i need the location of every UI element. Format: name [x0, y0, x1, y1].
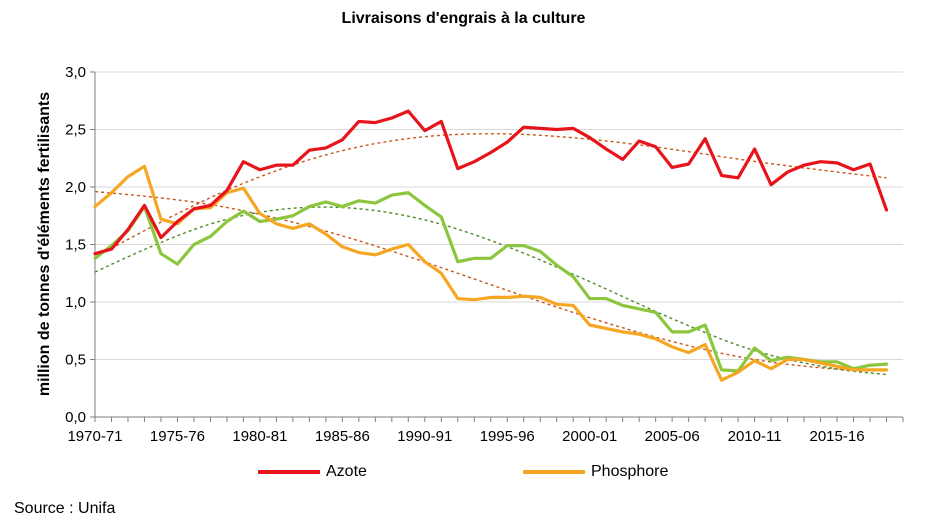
x-tick-label: 1985-86 — [315, 428, 370, 445]
x-tick-label: 2010-11 — [728, 428, 782, 445]
trendline — [94, 206, 887, 376]
x-tick-label: 2000-01 — [562, 428, 617, 445]
y-tick-label: 1,5 — [65, 237, 86, 254]
y-tick-label: 0,0 — [65, 409, 86, 426]
source-note: Source : Unifa — [14, 500, 116, 517]
y-tick-label: 3,0 — [65, 64, 86, 81]
tick-labels: 0,0 0,5 1,0 1,5 2,0 2,5 3,0 1970-71 1975-76 1980-… — [65, 64, 864, 445]
x-tick-label: 1995-96 — [480, 428, 535, 445]
trendline — [94, 190, 887, 372]
legend-item-phosphore: Phosphore — [523, 462, 668, 482]
gridlines — [95, 71, 903, 360]
trendlines — [94, 133, 887, 376]
y-tick-label: 0,5 — [65, 352, 86, 369]
legend-label-phosphore: Phosphore — [591, 463, 669, 480]
series-line — [93, 191, 889, 373]
legend-item-azote: Azote — [258, 462, 367, 482]
legend-swatch-phosphore — [523, 470, 585, 474]
x-tick-label: 1975-76 — [150, 428, 205, 445]
x-tick-label: 2005-06 — [645, 428, 700, 445]
y-tick-label: 2,0 — [65, 179, 86, 196]
x-tick-label: 2015-16 — [810, 428, 865, 445]
y-tick-label: 1,0 — [65, 294, 86, 311]
trendline — [94, 133, 887, 258]
legend-swatch-azote — [258, 470, 320, 474]
series-line — [93, 109, 889, 256]
x-tick-label: 1970-71 — [67, 428, 122, 445]
series-line — [93, 164, 889, 382]
x-tick-label: 1980-81 — [232, 428, 287, 445]
series-lines — [93, 109, 889, 382]
axes — [90, 71, 904, 422]
chart-title: Livraisons d'engrais à la culture — [341, 10, 586, 27]
legend-label-azote: Azote — [326, 463, 367, 480]
y-axis-label: million de tonnes d'éléments fertilisant… — [36, 92, 53, 396]
y-tick-label: 2,5 — [65, 122, 86, 139]
x-tick-label: 1990-91 — [397, 428, 452, 445]
